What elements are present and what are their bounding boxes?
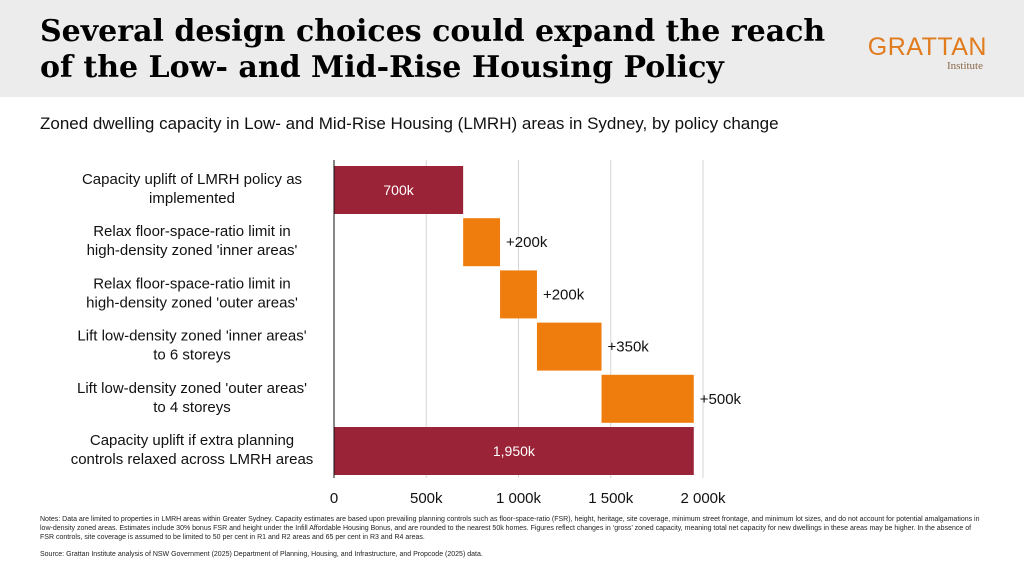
header-band <box>0 0 1024 97</box>
x-tick-label: 2 000k <box>680 490 726 507</box>
page-title: Several design choices could expand the … <box>40 14 826 85</box>
chart-notes: Notes: Data are limited to properties in… <box>40 516 980 541</box>
chart-source: Source: Grattan Institute analysis of NS… <box>40 551 483 558</box>
bar-2 <box>463 218 501 267</box>
category-label: Relax floor-space-ratio limit in high-den… <box>86 275 298 311</box>
category-label: Capacity uplift if extra planning control… <box>71 432 314 468</box>
category-label: Lift low-density zoned 'inner areas' to 6… <box>77 328 306 364</box>
waterfall-chart: 700k Capacity uplift of LMRH policy as imp… <box>71 160 742 507</box>
bar-value-label: +200k <box>543 286 585 303</box>
bar-4 <box>536 322 602 371</box>
x-tick-label: 1 500k <box>588 490 634 507</box>
axis-layer: 0 500k 1 000k 1 500k 2 000k <box>330 160 726 507</box>
bar-value-label: +500k <box>700 391 742 408</box>
label-layer: 700k Capacity uplift of LMRH policy as imp… <box>71 171 742 468</box>
logo-name: GRATTAN <box>867 33 987 61</box>
x-tick-label: 0 <box>330 490 338 507</box>
category-label: Capacity uplift of LMRH policy as impleme… <box>82 171 302 207</box>
grattan-logo: GRATTAN Institute <box>862 34 987 72</box>
bar-layer <box>334 166 694 475</box>
bar-value-label: 700k <box>383 182 414 198</box>
category-label: Lift low-density zoned 'outer areas' to 4… <box>77 380 307 416</box>
bar-value-label: +200k <box>506 234 548 251</box>
chart-subtitle: Zoned dwelling capacity in Low- and Mid-… <box>40 114 779 133</box>
x-tick-label: 1 000k <box>496 490 542 507</box>
bar-1 <box>334 166 464 214</box>
x-tick-label: 500k <box>410 490 443 507</box>
bar-5 <box>601 374 694 423</box>
bar-value-label: +350k <box>608 339 650 356</box>
bar-6 <box>334 427 694 475</box>
bar-3 <box>500 270 537 319</box>
category-label: Relax floor-space-ratio limit in high-den… <box>87 223 298 259</box>
logo-subtitle: Institute <box>946 60 983 72</box>
bar-value-label: 1,950k <box>493 443 536 459</box>
